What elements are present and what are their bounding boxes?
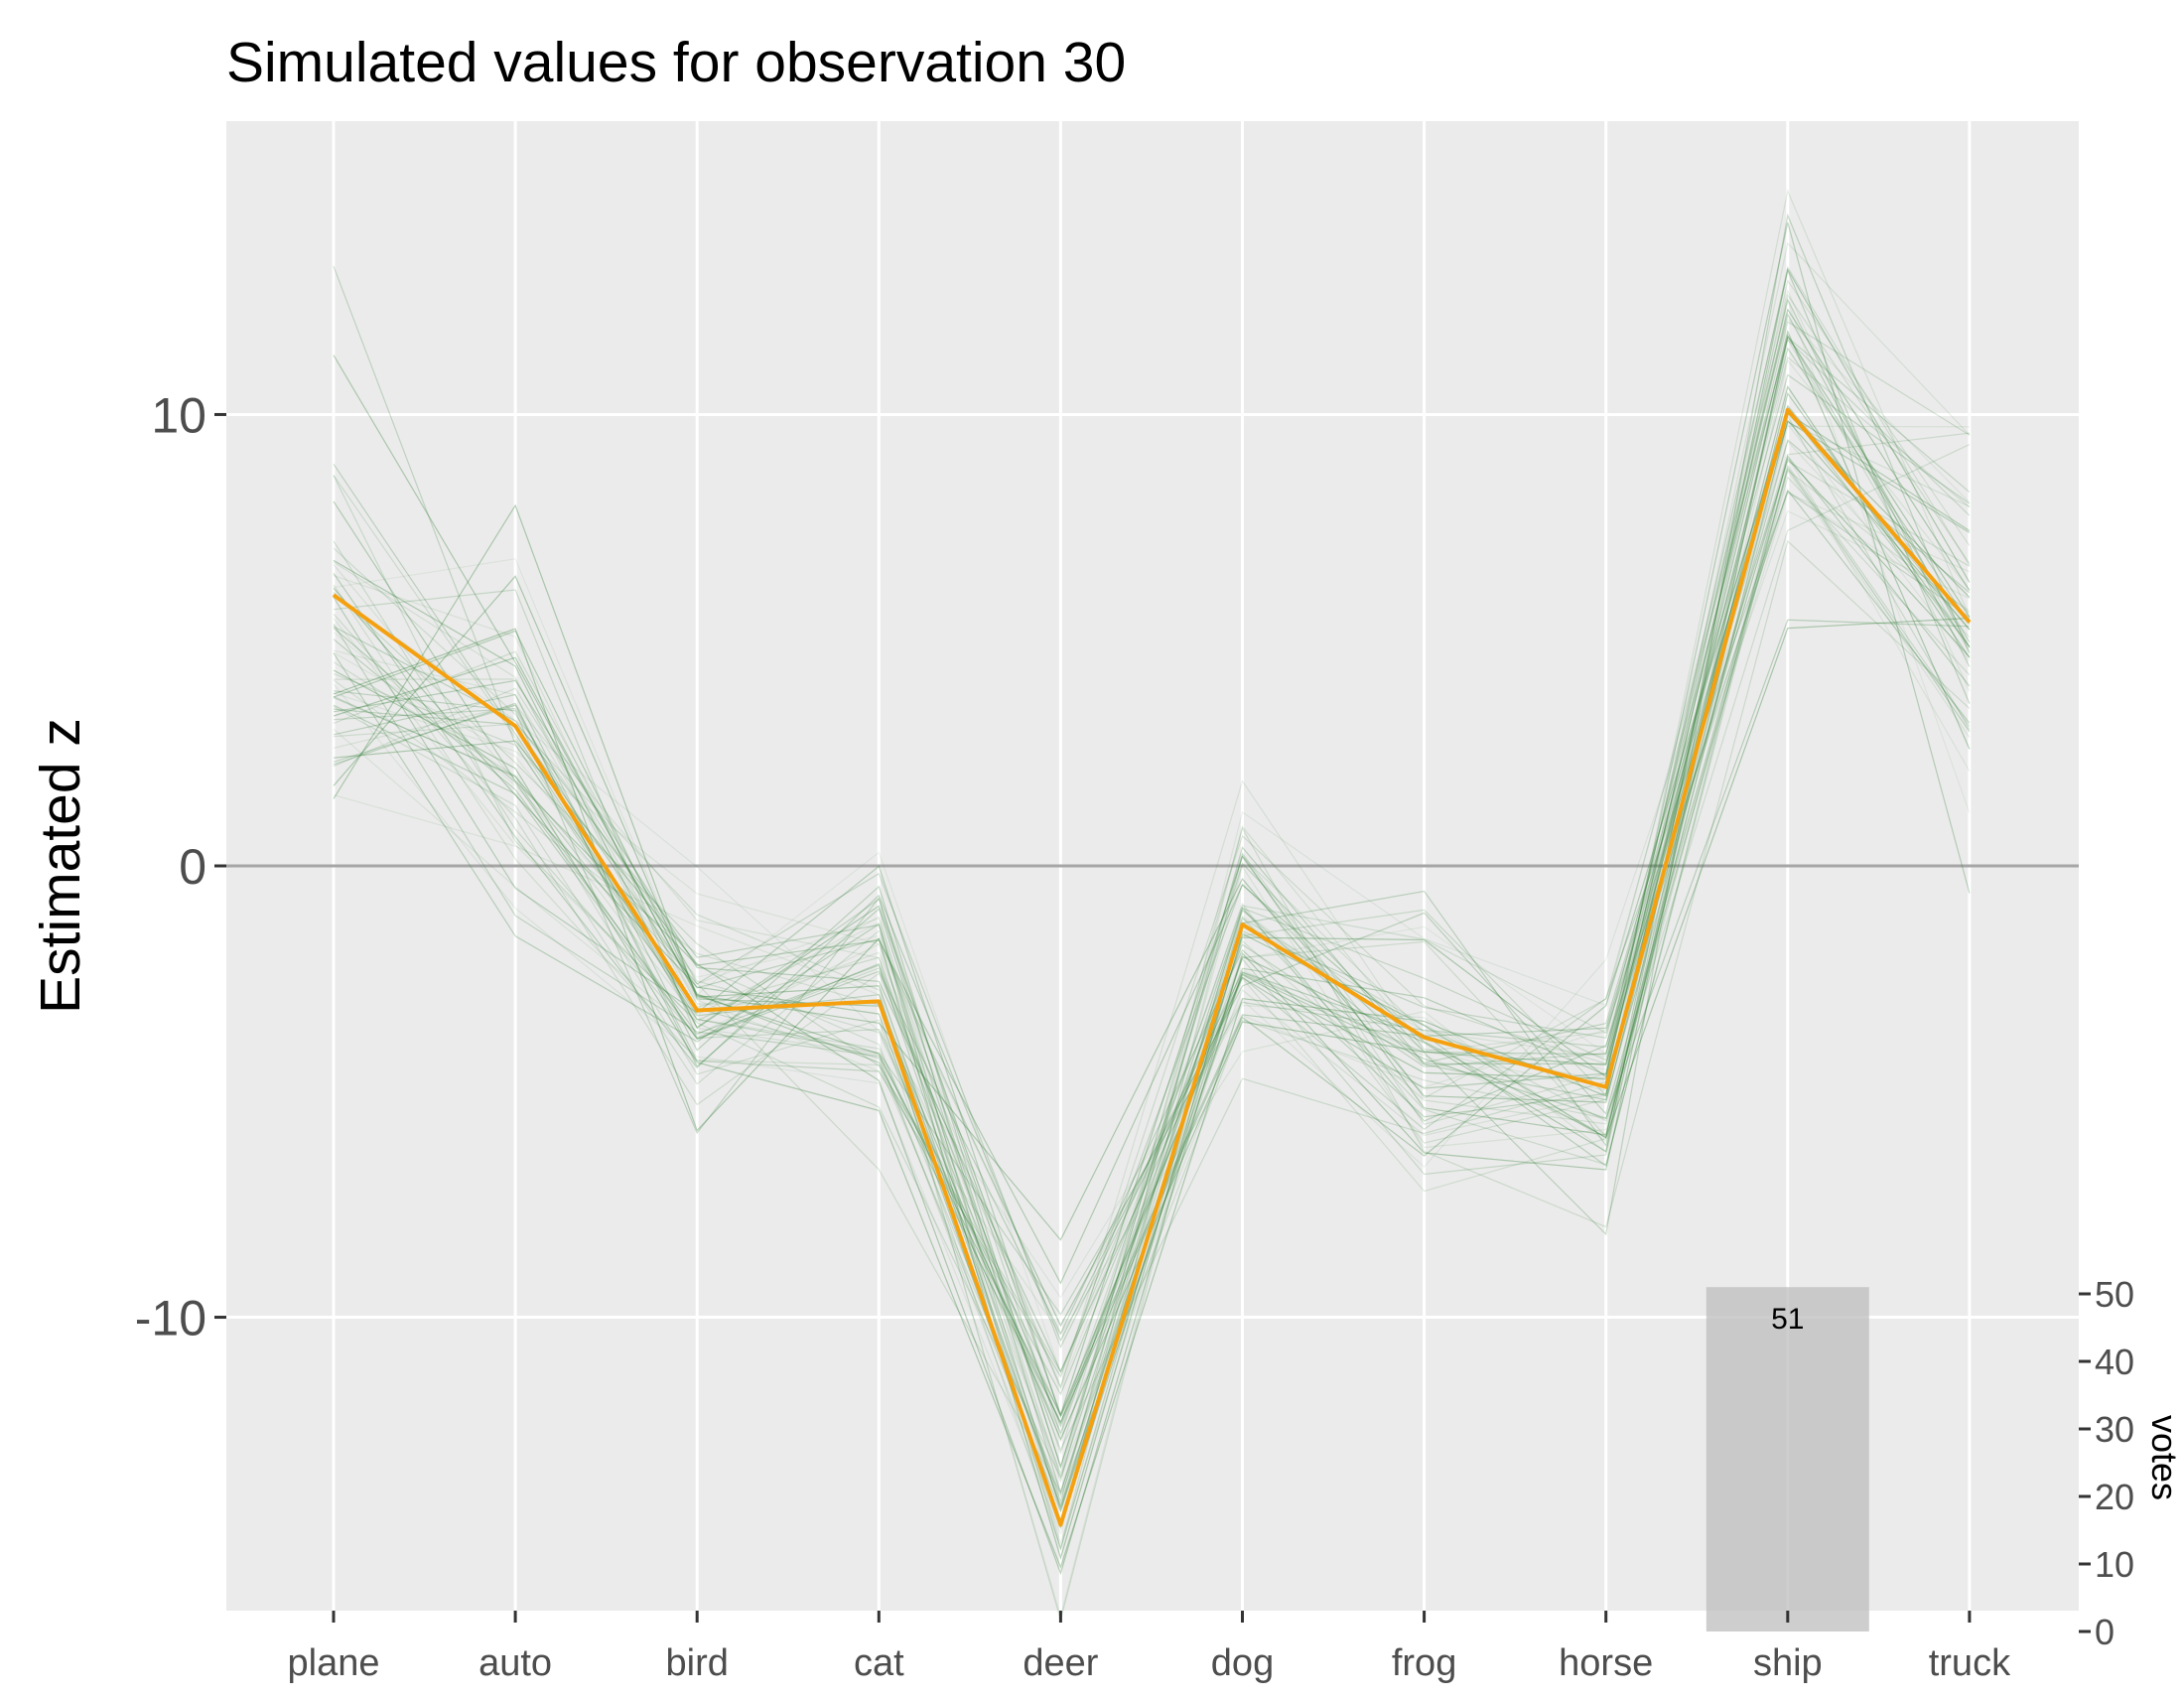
votes-tick-label: 10 xyxy=(2095,1544,2134,1585)
point-cat xyxy=(878,1000,880,1002)
x-tick-label: dog xyxy=(1211,1642,1274,1684)
simulation-line xyxy=(333,321,1971,1373)
votes-tick-label: 20 xyxy=(2095,1477,2134,1517)
simulation-line xyxy=(333,469,1971,1493)
simulation-line xyxy=(333,440,1971,1389)
x-tick-label: deer xyxy=(1023,1642,1098,1684)
votes-bar-ship xyxy=(1706,1287,1869,1631)
votes-tick-label: 30 xyxy=(2095,1409,2134,1450)
votes-tick-label: 50 xyxy=(2095,1274,2134,1315)
simulation-line xyxy=(333,490,1971,1374)
simulation-line xyxy=(333,288,1971,1479)
simulation-line xyxy=(333,439,1971,1495)
simulation-line xyxy=(333,265,1971,1434)
y-axis-ticks: -10 0 10 xyxy=(135,387,226,1346)
point-dog xyxy=(1242,923,1243,925)
point-ship xyxy=(1787,409,1789,411)
main-series xyxy=(332,407,1972,1527)
simulation-line xyxy=(333,420,1971,1419)
simulation-line xyxy=(333,334,1971,1552)
x-axis-ticks: plane auto bird cat deer dog frog horse ship truc… xyxy=(288,1611,2011,1684)
simulation-line xyxy=(333,619,1970,1513)
simulation-line xyxy=(333,492,1971,1620)
simulation-line xyxy=(333,318,1971,1536)
point-bird xyxy=(696,1010,698,1011)
simulation-line xyxy=(333,469,1971,1527)
simulation-line xyxy=(333,444,1971,1498)
simulation-line xyxy=(333,298,1971,1470)
simulation-line xyxy=(333,467,1971,1328)
simulation-line xyxy=(333,405,1971,1378)
simulation-line xyxy=(333,425,1970,1545)
x-tick-label: truck xyxy=(1929,1642,2011,1684)
simulation-line xyxy=(333,299,1971,1392)
simulation-line xyxy=(333,330,1971,1569)
y-tick-label: -10 xyxy=(135,1291,206,1346)
votes-axis: 0 10 20 30 40 50 xyxy=(2079,1274,2134,1652)
point-horse xyxy=(1605,1086,1607,1088)
simulation-line xyxy=(333,454,1971,1327)
simulation-line xyxy=(333,337,1971,1455)
x-tick-label: bird xyxy=(666,1642,729,1684)
x-tick-label: ship xyxy=(1753,1642,1823,1684)
simulation-line xyxy=(333,432,1970,1389)
simulation-line xyxy=(333,221,1971,1373)
votes-axis-label: votes xyxy=(2144,1415,2184,1500)
simulation-line xyxy=(333,279,1971,1418)
simulation-line xyxy=(333,268,1971,1504)
votes-tick-label: 0 xyxy=(2095,1612,2115,1652)
point-auto xyxy=(514,725,516,727)
simulation-line xyxy=(333,355,1971,1551)
x-tick-label: auto xyxy=(478,1642,552,1684)
simulation-line xyxy=(333,476,1971,1623)
y-axis-label: Estimated z xyxy=(29,718,92,1014)
simulation-line xyxy=(333,391,1971,1285)
x-tick-label: frog xyxy=(1392,1642,1456,1684)
point-frog xyxy=(1424,1037,1426,1039)
simulation-line xyxy=(333,212,1971,1510)
point-plane xyxy=(333,594,335,596)
point-deer xyxy=(1059,1524,1061,1526)
simulation-line xyxy=(333,404,1971,1513)
simulation-line xyxy=(333,347,1971,1336)
simulation-line xyxy=(333,408,1971,1396)
simulation-line xyxy=(333,617,1970,1561)
simulation-line xyxy=(333,358,1971,1336)
x-tick-label: cat xyxy=(854,1642,904,1684)
simulation-line xyxy=(333,422,1971,1299)
simulation-line xyxy=(333,241,1971,1443)
simulation-line xyxy=(333,267,1971,1529)
point-truck xyxy=(1969,622,1971,623)
simulation-line xyxy=(333,265,1971,1316)
chart-title: Simulated values for observation 30 xyxy=(226,31,1126,94)
simulation-line xyxy=(333,312,1971,1429)
votes-bar-label: 51 xyxy=(1771,1303,1804,1336)
y-tick-label: 0 xyxy=(179,839,206,895)
y-tick-label: 10 xyxy=(151,387,206,443)
simulation-line xyxy=(333,489,1971,1469)
simulation-line xyxy=(333,419,1971,1417)
series-line-0 xyxy=(332,407,1972,1527)
simulation-line xyxy=(333,458,1971,1417)
simulation-lines xyxy=(333,189,1971,1623)
votes-layer: 51 xyxy=(1706,1287,1869,1631)
votes-tick-label: 40 xyxy=(2095,1342,2134,1382)
x-tick-label: horse xyxy=(1559,1642,1653,1684)
simulation-line xyxy=(333,539,1971,1484)
x-tick-label: plane xyxy=(288,1642,380,1684)
simulation-line xyxy=(333,464,1971,1480)
simulation-line xyxy=(333,189,1971,1531)
simulation-line xyxy=(333,455,1971,1343)
